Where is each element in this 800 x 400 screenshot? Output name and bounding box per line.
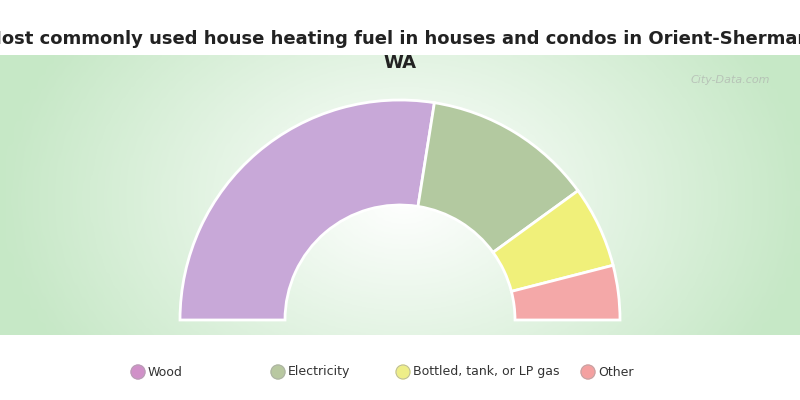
Text: Other: Other	[598, 366, 634, 378]
Wedge shape	[180, 100, 434, 320]
Circle shape	[131, 365, 145, 379]
Text: City-Data.com: City-Data.com	[690, 75, 770, 85]
Wedge shape	[511, 265, 620, 320]
Circle shape	[271, 365, 285, 379]
Wedge shape	[418, 103, 578, 252]
Circle shape	[396, 365, 410, 379]
Text: Electricity: Electricity	[288, 366, 350, 378]
Text: Wood: Wood	[148, 366, 183, 378]
Circle shape	[581, 365, 595, 379]
Wedge shape	[493, 191, 613, 292]
Text: Bottled, tank, or LP gas: Bottled, tank, or LP gas	[413, 366, 559, 378]
Text: Most commonly used house heating fuel in houses and condos in Orient-Sherman,
WA: Most commonly used house heating fuel in…	[0, 30, 800, 72]
